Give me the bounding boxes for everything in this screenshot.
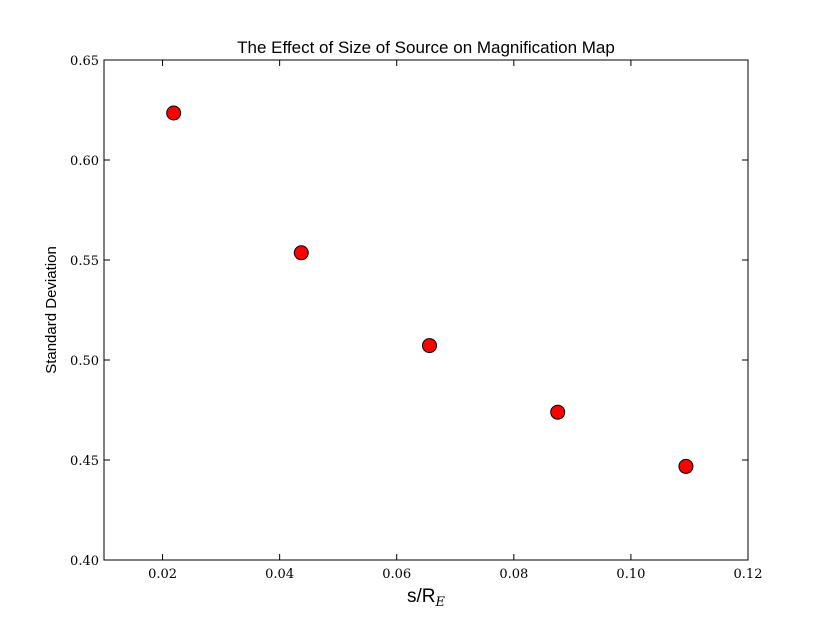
- plot-frame: [103, 59, 749, 561]
- data-point: [422, 338, 438, 354]
- y-tick-label: 0.40: [70, 554, 99, 569]
- x-tick-label: 0.02: [148, 567, 177, 582]
- y-tick-label: 0.65: [70, 54, 99, 69]
- chart-title: The Effect of Size of Source on Magnific…: [237, 38, 615, 57]
- data-point: [678, 458, 694, 474]
- data-point: [166, 105, 182, 121]
- data-point: [293, 245, 309, 261]
- y-tick-label: 0.60: [70, 154, 99, 169]
- x-tick-label: 0.10: [616, 567, 645, 582]
- y-tick-label: 0.55: [70, 254, 99, 269]
- x-tick-label: 0.12: [734, 567, 763, 582]
- y-tick-label: 0.50: [70, 354, 99, 369]
- plot-area: [103, 59, 749, 561]
- data-point: [550, 404, 566, 420]
- y-tick-label: 0.45: [70, 454, 99, 469]
- data-points: [166, 105, 694, 474]
- x-tick-label: 0.08: [499, 567, 528, 582]
- x-axis-label-subscript: E: [435, 595, 446, 610]
- y-axis-label: Standard Deviation: [43, 246, 60, 374]
- x-axis-ticks: 0.02 0.04 0.06 0.08 0.10 0.12: [148, 60, 762, 582]
- x-axis-label-main: s/R: [407, 586, 436, 607]
- y-axis-ticks: 0.40 0.45 0.50 0.55 0.60 0.65: [70, 54, 748, 569]
- x-tick-label: 0.04: [265, 567, 294, 582]
- x-tick-label: 0.06: [382, 567, 411, 582]
- x-axis-label: s/RE: [407, 586, 446, 610]
